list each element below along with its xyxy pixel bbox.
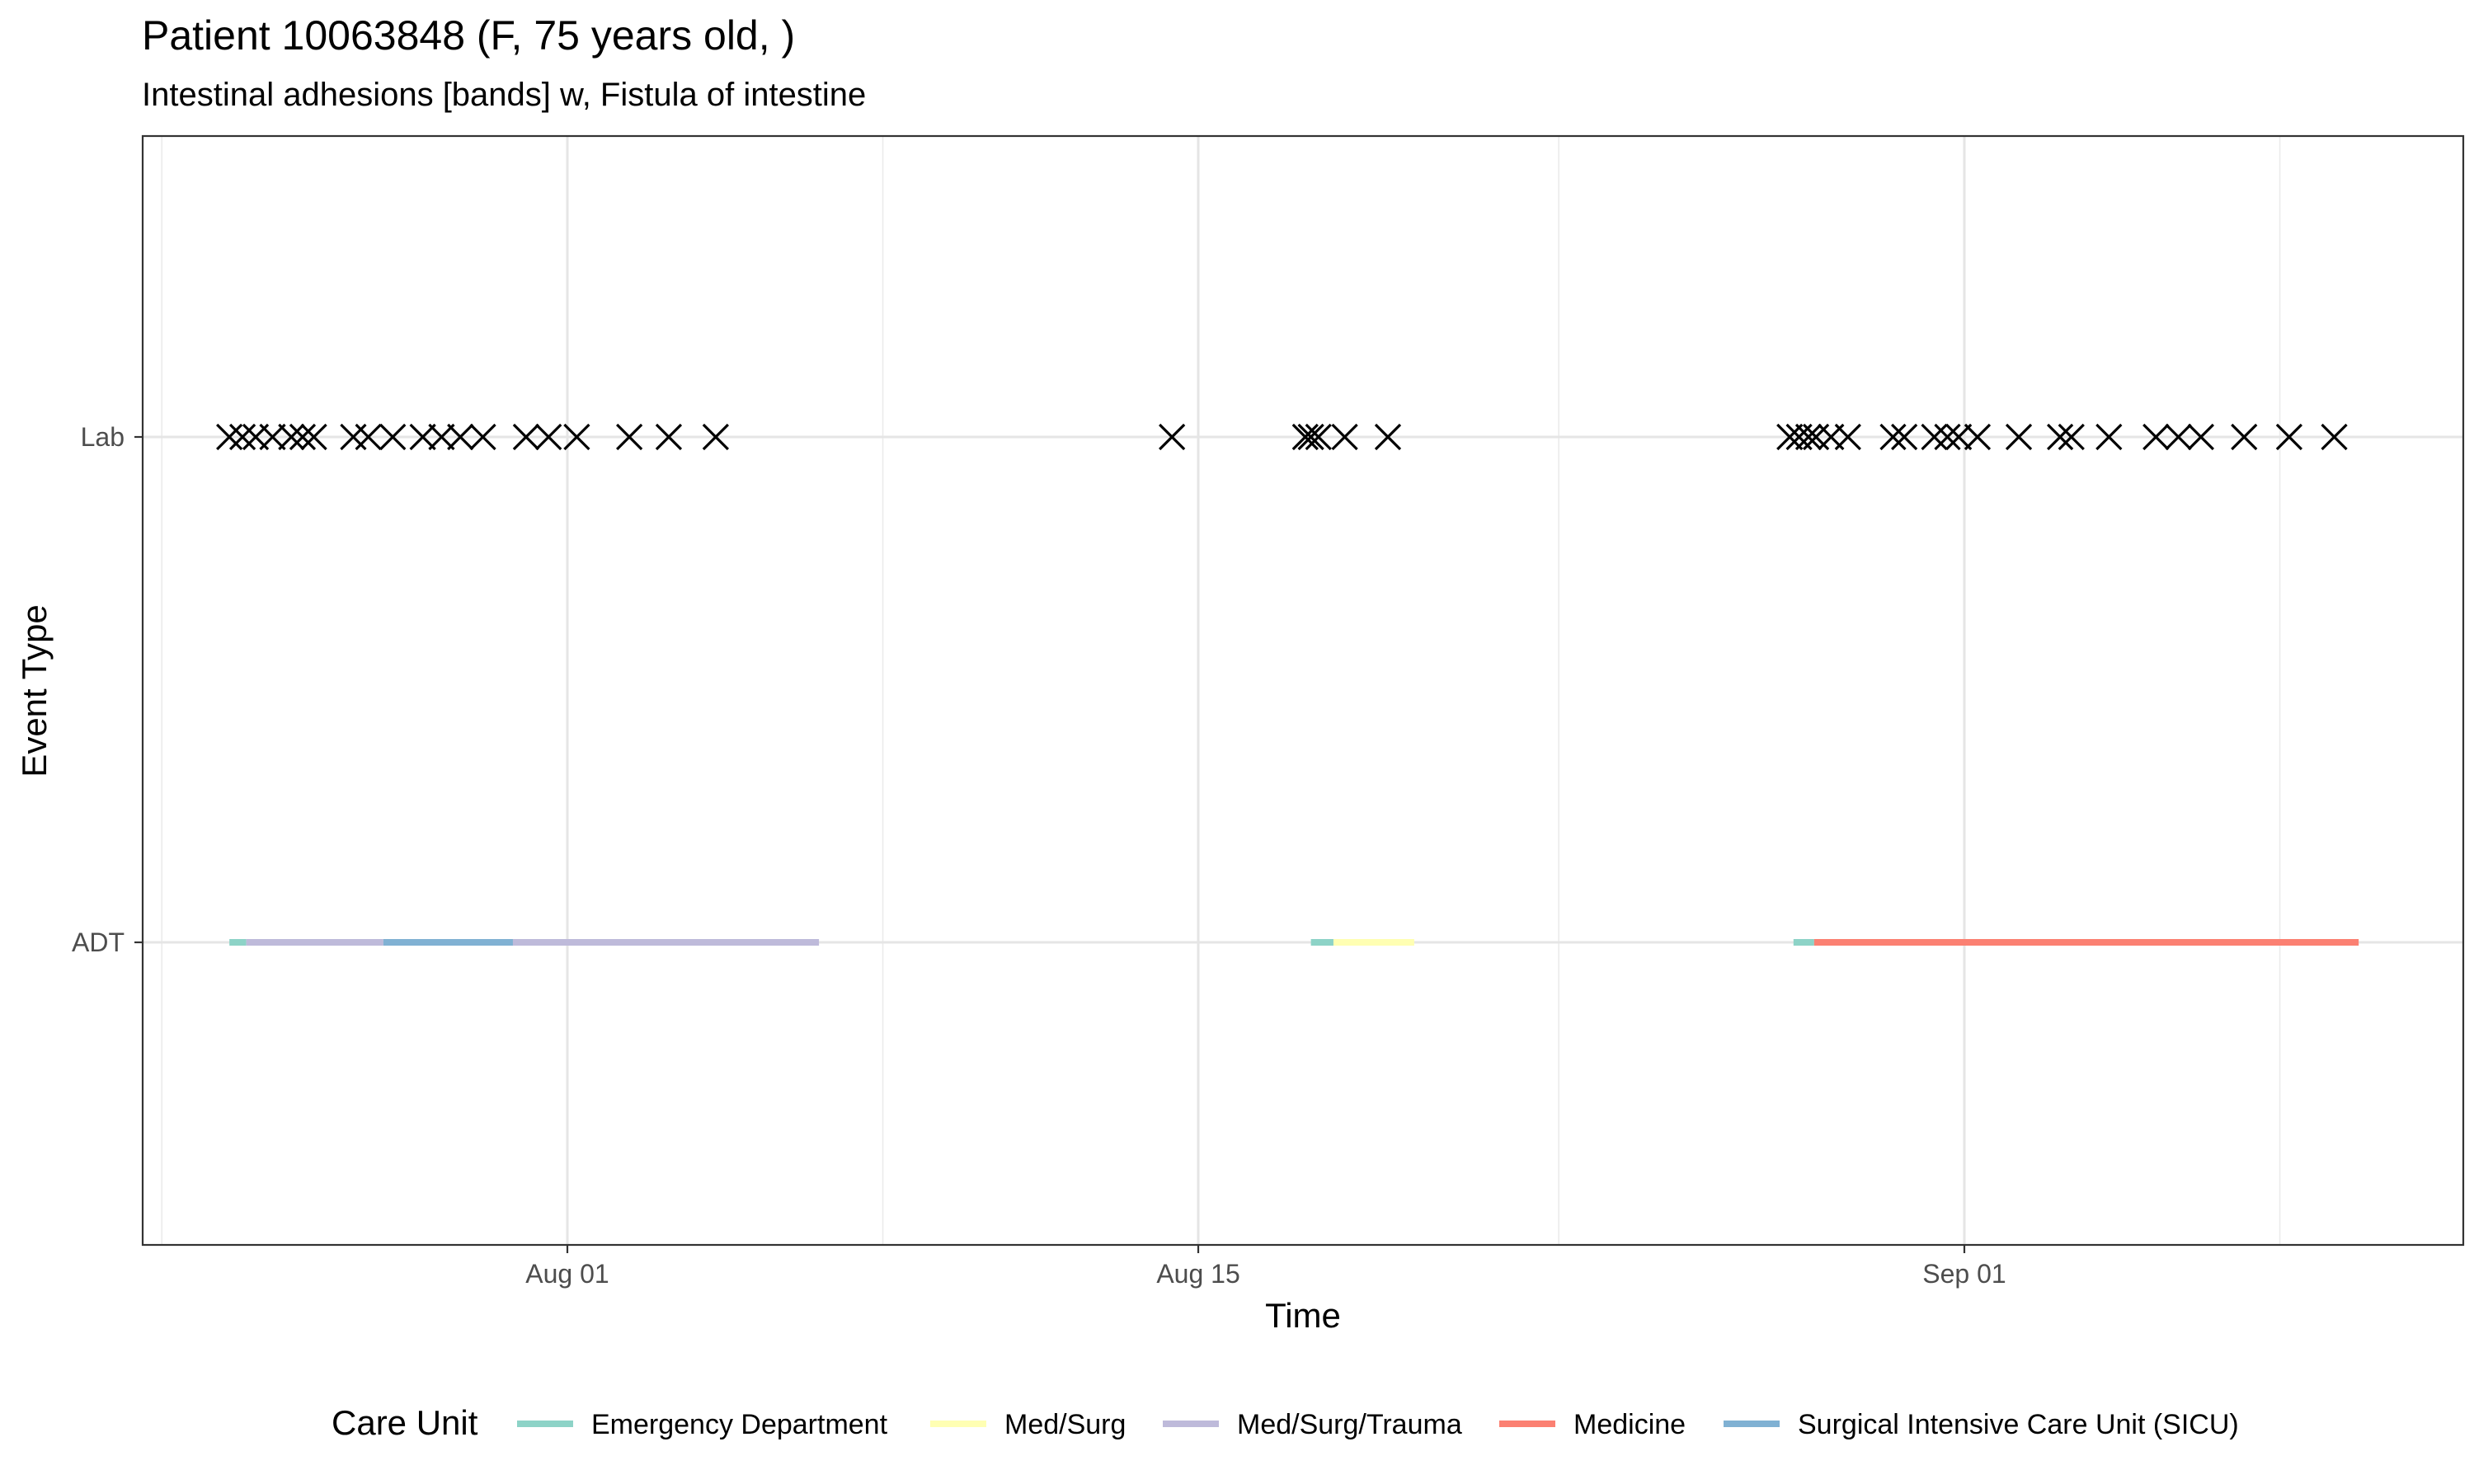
legend-label: Emergency Department: [591, 1409, 888, 1440]
legend-label: Surgical Intensive Care Unit (SICU): [1798, 1409, 2239, 1440]
lab-event-marker: [535, 423, 562, 451]
lab-event-marker: [1331, 423, 1358, 451]
lab-event-marker: [259, 423, 286, 451]
legend-title: Care Unit: [332, 1403, 478, 1442]
lab-event-marker: [289, 423, 317, 451]
lab-event-marker: [1374, 423, 1402, 451]
axis-layer: Aug 01 Aug 15 Sep 01 ADT Lab: [72, 422, 2006, 1289]
lab-event-marker: [278, 423, 305, 451]
chart-subtitle: Intestinal adhesions [bands] w, Fistula …: [142, 77, 866, 113]
lab-event-marker: [428, 423, 455, 451]
lab-event-marker: [1291, 423, 1319, 451]
lab-event-marker: [447, 423, 474, 451]
lab-event-marker: [2005, 423, 2033, 451]
grid-layer: [143, 136, 2463, 1245]
lab-event-marker: [1945, 423, 1973, 451]
legend-items: Emergency Department Med/Surg Med/Surg/Tra…: [517, 1409, 2239, 1440]
x-tick-label: Aug 01: [525, 1259, 609, 1289]
lab-event-marker: [216, 423, 243, 451]
lab-event-marker: [1159, 423, 1186, 451]
lab-layer: [216, 423, 2348, 451]
lab-event-marker: [2165, 423, 2192, 451]
lab-event-marker: [2095, 423, 2123, 451]
lab-event-marker: [2058, 423, 2085, 451]
lab-event-marker: [702, 423, 730, 451]
legend-label: Med/Surg/Trauma: [1237, 1409, 1462, 1440]
lab-event-marker: [1834, 423, 1861, 451]
y-tick-label: Lab: [81, 422, 125, 452]
lab-event-marker: [512, 423, 540, 451]
lab-event-marker: [469, 423, 496, 451]
lab-event-marker: [2187, 423, 2215, 451]
lab-event-marker: [2142, 423, 2170, 451]
lab-event-marker: [379, 423, 407, 451]
x-tick-label: Sep 01: [1922, 1259, 2006, 1289]
lab-event-marker: [616, 423, 643, 451]
lab-event-marker: [1305, 423, 1332, 451]
panel-border: [141, 134, 2465, 1247]
legend-label: Med/Surg: [1004, 1409, 1126, 1440]
lab-event-marker: [563, 423, 590, 451]
legend-label: Medicine: [1573, 1409, 1686, 1440]
lab-event-marker: [1964, 423, 1992, 451]
legend: Care Unit Emergency Department Med/Surg Me…: [332, 1403, 2239, 1442]
lab-event-marker: [1794, 423, 1823, 451]
lab-event-marker: [228, 423, 256, 451]
lab-event-marker: [1879, 423, 1907, 451]
lab-event-marker: [1921, 423, 1948, 451]
lab-event-marker: [355, 423, 382, 451]
x-tick-label: Aug 15: [1156, 1259, 1239, 1289]
lab-event-marker: [2321, 423, 2348, 451]
x-axis-title: Time: [1265, 1296, 1341, 1335]
lab-event-marker: [1297, 423, 1324, 451]
lab-event-marker: [300, 423, 327, 451]
lab-event-marker: [2275, 423, 2303, 451]
lab-event-marker: [409, 423, 436, 451]
lab-event-marker: [655, 423, 683, 451]
y-tick-label: ADT: [72, 928, 125, 957]
lab-event-marker: [1891, 423, 1918, 451]
lab-event-marker: [2046, 423, 2074, 451]
y-axis-title: Event Type: [15, 604, 54, 777]
lab-event-marker: [2231, 423, 2258, 451]
chart-title: Patient 10063848 (F, 75 years old, ): [142, 12, 795, 59]
lab-event-marker: [1776, 423, 1804, 451]
lab-event-marker: [1934, 423, 1961, 451]
